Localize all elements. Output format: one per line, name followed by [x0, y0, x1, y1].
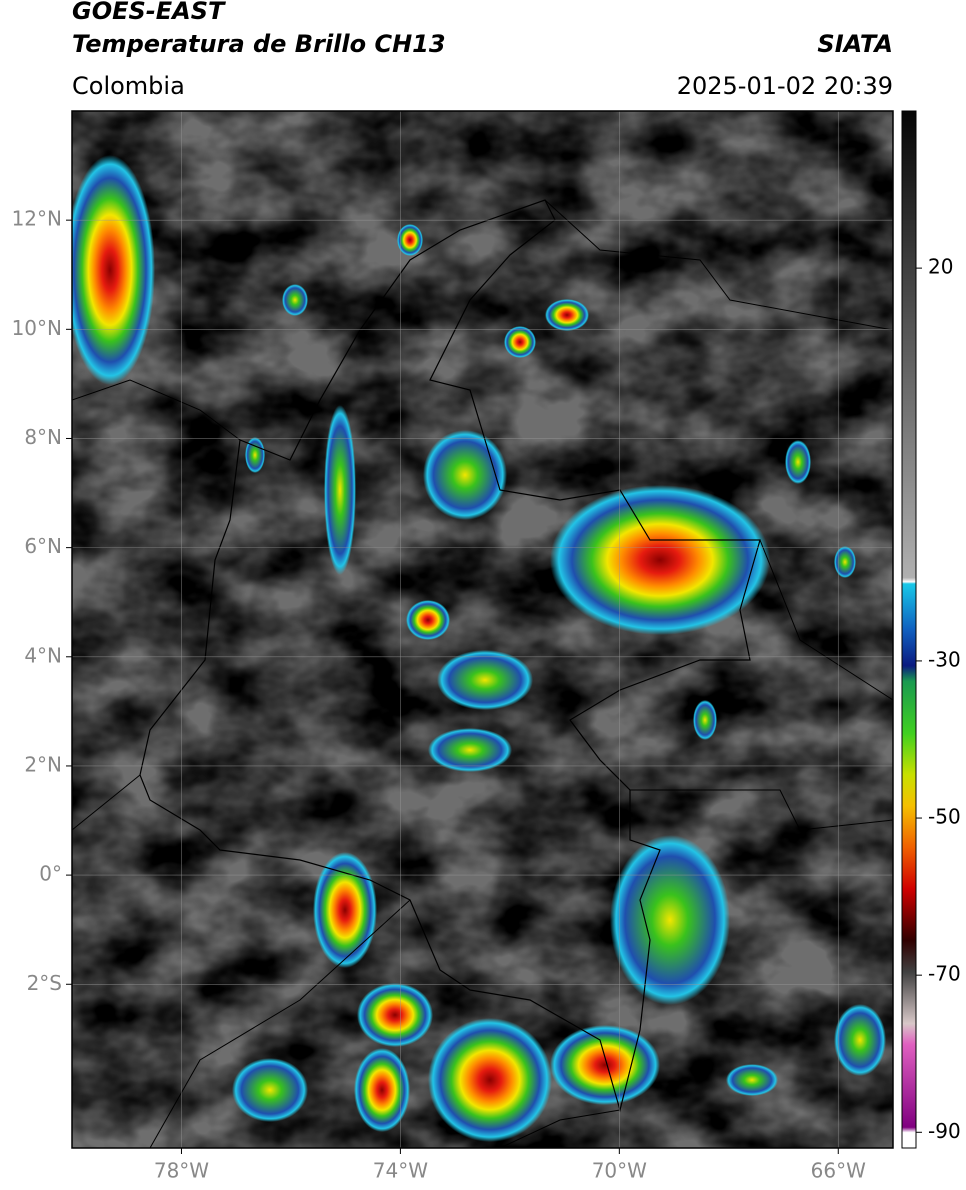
y-tick-label: 2°S [27, 971, 62, 995]
storm-cell [428, 728, 512, 772]
x-tick-label: 66°W [811, 1159, 866, 1183]
storm-cell [313, 852, 377, 968]
map-image [72, 111, 893, 1148]
map-frame [71, 110, 894, 1149]
colorbar-tick-label: -50 [928, 805, 961, 829]
y-tick-label: 2°N [24, 752, 62, 776]
cloud-texture [72, 111, 893, 1148]
storm-cell [437, 650, 533, 710]
country-border [139, 199, 761, 1113]
x-tick-label: 70°W [592, 1159, 647, 1183]
title: GOES-EAST [72, 0, 226, 25]
colorbar-tick-label: -30 [928, 647, 961, 671]
source: SIATA [817, 30, 893, 58]
storm-cell [834, 546, 856, 578]
storm-cell [72, 155, 155, 385]
storm-cell [397, 224, 423, 256]
colorbar-tick-label: 20 [928, 255, 953, 279]
storm-cell [406, 600, 450, 640]
storm-cell [504, 326, 536, 358]
colorbar-tick-label: -90 [928, 1119, 961, 1143]
storm-cell [423, 430, 507, 520]
storm-cell [282, 284, 308, 316]
storm-cell [354, 1048, 410, 1132]
y-tick-label: 6°N [24, 534, 62, 558]
storm-cell [610, 835, 730, 1005]
storm-cell [545, 299, 589, 331]
x-tick-label: 78°W [154, 1159, 209, 1183]
storm-cell [324, 405, 356, 575]
y-tick-label: 0° [39, 862, 62, 886]
colorbar [901, 110, 917, 1149]
storm-cell [428, 1018, 552, 1142]
neighbor-borders [72, 199, 893, 1148]
storm-cell [726, 1064, 778, 1096]
storm-cell [834, 1004, 886, 1076]
grid-layer [72, 111, 893, 1148]
y-tick-label: 12°N [12, 207, 62, 231]
storm-cell [245, 437, 265, 473]
y-tick-label: 4°N [24, 643, 62, 667]
region: Colombia [72, 72, 185, 100]
timestamp: 2025-01-02 20:39 [677, 72, 893, 100]
y-tick-label: 10°N [12, 316, 62, 340]
storm-cell [357, 983, 433, 1047]
subtitle: Temperatura de Brillo CH13 [72, 30, 446, 58]
x-tick-label: 74°W [373, 1159, 428, 1183]
storm-cell [693, 700, 717, 740]
colorbar-tick-label: -70 [928, 962, 961, 986]
y-tick-label: 8°N [24, 425, 62, 449]
storm-layer [72, 155, 886, 1142]
storm-cell [550, 485, 770, 635]
storm-cell [232, 1058, 308, 1122]
storm-cell [550, 1025, 660, 1105]
storm-cell [785, 440, 811, 484]
